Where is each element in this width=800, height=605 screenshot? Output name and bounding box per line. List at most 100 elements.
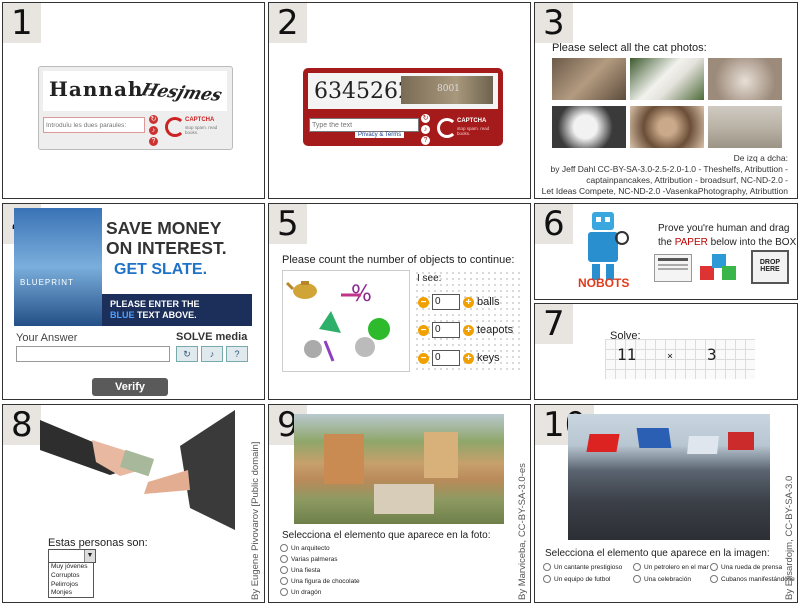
radio-option[interactable]: Una celebración (633, 575, 691, 583)
answer-input[interactable] (16, 346, 170, 362)
paper-word: PAPER (674, 237, 708, 248)
instruction-text: below into the BOX (707, 237, 797, 248)
radio-option[interactable]: Un cantante prestigioso (543, 563, 622, 571)
count-row-teapots: − 0 + teapots (418, 322, 513, 338)
photo-dog-white[interactable] (630, 58, 704, 100)
radio-option[interactable]: Un equipo de futbol (543, 575, 610, 583)
objects-image: % (282, 270, 410, 372)
count-label: teapots (477, 324, 514, 336)
count-input[interactable]: 0 (432, 350, 460, 366)
captcha-answer-input[interactable] (43, 117, 145, 133)
decrement-button[interactable]: − (418, 296, 429, 308)
count-label: keys (477, 352, 500, 364)
help-icon[interactable]: ? (149, 137, 158, 146)
park-photo (294, 414, 504, 524)
instruction-line: Prove you're human and drag (658, 223, 790, 234)
radio-button[interactable] (280, 566, 288, 574)
increment-button[interactable]: + (463, 296, 474, 308)
answer-select[interactable]: ▼ (48, 549, 96, 563)
recaptcha-red-widget: 6345262 8001 Privacy & Terms ↻ ♪ ? CAPTC… (303, 68, 503, 146)
decrement-button[interactable]: − (418, 324, 429, 336)
blueprint-logo: BLUEPRINT (20, 278, 74, 287)
newspaper-draggable[interactable] (654, 254, 692, 282)
radio-button[interactable] (280, 577, 288, 585)
help-icon[interactable]: ? (421, 136, 430, 145)
recaptcha-brand: CAPTCHA (457, 118, 487, 124)
question-label: Selecciona el elemento que aparece en la… (282, 530, 491, 541)
panel-number: 5 (269, 204, 307, 244)
verify-button[interactable]: Verify (92, 378, 168, 396)
cat-question: Please select all the cat photos: (552, 42, 707, 54)
question-label: Estas personas son: (48, 537, 148, 549)
photo-cat-grey[interactable] (552, 58, 626, 100)
drop-box[interactable]: DROP HERE (751, 250, 789, 284)
math-captcha-image: 11 × 3 (605, 339, 755, 379)
radio-option[interactable]: Un dragón (280, 588, 321, 596)
recaptcha-brand: CAPTCHA (185, 117, 215, 123)
ad-subheadline: GET SLATE. (114, 261, 208, 278)
blue-word: BLUE (110, 310, 135, 320)
decrement-button[interactable]: − (418, 352, 429, 364)
refresh-icon[interactable]: ↻ (421, 114, 430, 123)
photo-credits: De izq a dcha: by Jeff Dahl CC-BY-SA-3.0… (542, 153, 788, 197)
solve-media-logo: SOLVE media (176, 331, 248, 343)
photo-dog-keeshond[interactable] (630, 106, 704, 148)
radio-button[interactable] (280, 555, 288, 563)
privacy-terms-link[interactable]: Privacy & Terms (355, 132, 405, 138)
option-item[interactable]: Pelirrojos (51, 580, 79, 588)
instruction-line: the PAPER below into the BOX (658, 236, 796, 250)
radio-option[interactable]: Un petrolero en el mar (633, 563, 709, 571)
radio-option[interactable]: Varias palmeras (280, 555, 337, 563)
photo-credit: By Eugene Pivovarov [Public domain] (250, 441, 261, 600)
captcha-word-2: Hesjmes (138, 80, 225, 106)
radio-button[interactable] (280, 588, 288, 596)
option-label: Un equipo de futbol (554, 575, 611, 583)
radio-button[interactable] (543, 575, 551, 583)
radio-option[interactable]: Un arquitecto (280, 544, 330, 552)
photo-cat-white[interactable] (552, 106, 626, 148)
question-label: Selecciona el elemento que aparece en la… (545, 548, 770, 559)
photo-dog-street[interactable] (708, 106, 782, 148)
option-label: Un dragón (291, 588, 322, 596)
option-item[interactable]: Monjes (51, 589, 72, 597)
option-item[interactable]: Corruptos (51, 571, 80, 579)
count-input[interactable]: 0 (432, 322, 460, 338)
radio-button[interactable] (633, 563, 641, 571)
count-input[interactable]: 0 (432, 294, 460, 310)
audio-icon[interactable]: ♪ (421, 125, 430, 134)
count-row-keys: − 0 + keys (418, 350, 500, 366)
refresh-icon[interactable]: ↻ (176, 346, 198, 362)
radio-button[interactable] (543, 563, 551, 571)
panel-number: 7 (535, 304, 573, 344)
help-icon[interactable]: ? (226, 346, 248, 362)
refresh-icon[interactable]: ↻ (149, 115, 158, 124)
bribe-photo (40, 410, 235, 530)
increment-button[interactable]: + (463, 324, 474, 336)
radio-button[interactable] (710, 563, 718, 571)
chevron-down-icon[interactable]: ▼ (84, 550, 95, 562)
option-item[interactable]: Muy jóvenes (51, 563, 88, 570)
option-label: Cubanos manifestándose (721, 575, 795, 583)
robot-icon (588, 212, 629, 280)
photo-cat-persian[interactable] (708, 58, 782, 100)
audio-icon[interactable]: ♪ (201, 346, 223, 362)
operator: × (667, 351, 674, 362)
radio-option[interactable]: Una figura de chocolate (280, 577, 360, 585)
option-label: Un arquitecto (291, 544, 330, 552)
audio-icon[interactable]: ♪ (149, 126, 158, 135)
captcha-answer-input[interactable] (309, 118, 419, 132)
radio-option[interactable]: Cubanos manifestándose (710, 575, 795, 583)
instruction-rest: TEXT ABOVE. (134, 310, 197, 320)
radio-option[interactable]: Una fiesta (280, 566, 320, 574)
answer-options-list: Muy jóvenes Corruptos Pelirrojos Monjes (48, 562, 94, 598)
cube-blocks-icon[interactable] (698, 252, 738, 284)
radio-button[interactable] (633, 575, 641, 583)
captcha-digits: 6345262 (314, 79, 412, 104)
advertisement-captcha: BLUEPRINT SAVE MONEY ON INTEREST. GET SL… (14, 208, 252, 326)
street-number-photo: 8001 (401, 76, 493, 104)
radio-button[interactable] (710, 575, 718, 583)
increment-button[interactable]: + (463, 352, 474, 364)
radio-option[interactable]: Una rueda de prensa (710, 563, 782, 571)
radio-button[interactable] (280, 544, 288, 552)
option-label: Una rueda de prensa (721, 563, 783, 571)
